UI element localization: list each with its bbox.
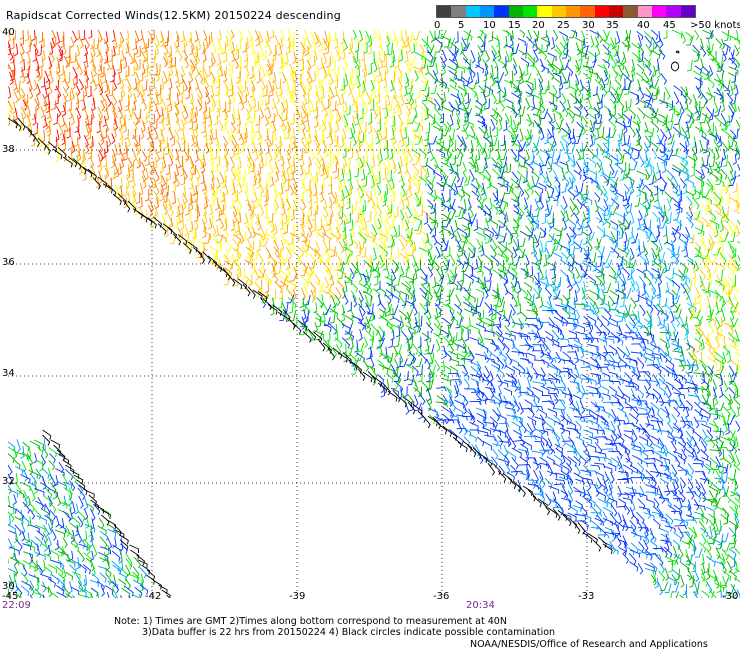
scale-segment — [565, 6, 581, 17]
scale-label: 5 — [458, 20, 465, 31]
scale-segment — [508, 6, 523, 17]
scale-label: 10 — [483, 20, 496, 31]
scale-segment — [580, 6, 595, 17]
scale-segment — [594, 6, 609, 17]
pass-time-left: 22:09 — [2, 600, 31, 611]
scale-segment — [494, 6, 509, 17]
scale-segment — [637, 6, 652, 17]
lat-label-38: 38 — [2, 144, 15, 155]
scale-segment — [451, 6, 466, 17]
notes: Note: 1) Times are GMT 2)Times along bot… — [114, 616, 555, 638]
scale-label: 35 — [606, 20, 619, 31]
lat-label-36: 36 — [2, 257, 15, 268]
lat-label-34: 34 — [2, 368, 15, 379]
scale-segment — [465, 6, 480, 17]
scale-segment — [537, 6, 552, 17]
lon-label-36: -36 — [433, 591, 450, 602]
note-line-1: Note: 1) Times are GMT 2)Times along bot… — [114, 616, 507, 627]
note-line-2: 3)Data buffer is 22 hrs from 20150224 4)… — [142, 627, 556, 638]
lat-label-40: 40 — [2, 27, 15, 38]
credit-line: NOAA/NESDIS/Office of Research and Appli… — [470, 639, 708, 650]
scale-label: 20 — [532, 20, 545, 31]
lat-label-30: 30 — [2, 581, 15, 592]
scale-label: 25 — [557, 20, 570, 31]
pass-time-right: 20:34 — [466, 600, 495, 611]
scale-segment — [666, 6, 681, 17]
scale-label: 45 — [663, 20, 676, 31]
lon-label-45: -45 — [2, 591, 19, 602]
map-title: Rapidscat Corrected Winds(12.5KM) 201502… — [6, 9, 341, 22]
lon-label-39: -39 — [289, 591, 306, 602]
scale-segment — [551, 6, 566, 17]
scale-segment — [608, 6, 624, 17]
scale-segment — [437, 6, 452, 17]
wind-map[interactable] — [8, 30, 740, 598]
scale-label: >50 knots — [690, 20, 740, 31]
scale-segment — [522, 6, 538, 17]
lon-label-33: -33 — [578, 591, 595, 602]
wind-speed-color-scale — [436, 5, 696, 18]
lon-label-30: -30 — [722, 591, 739, 602]
lat-lon-grid — [8, 30, 740, 598]
scale-label: 40 — [637, 20, 650, 31]
island-outline — [670, 50, 680, 72]
scale-segment — [651, 6, 667, 17]
lat-label-32: 32 — [2, 476, 15, 487]
scale-segment — [680, 6, 695, 17]
lon-label-42: -42 — [145, 591, 162, 602]
wind-barbs — [8, 30, 740, 598]
wind-speed-scale-labels: 0 5 10 15 20 25 30 35 40 45 >50 knots — [430, 20, 740, 32]
scale-segment — [623, 6, 638, 17]
scale-label: 0 — [434, 20, 441, 31]
scale-segment — [479, 6, 495, 17]
scale-label: 30 — [582, 20, 595, 31]
scale-label: 15 — [508, 20, 521, 31]
